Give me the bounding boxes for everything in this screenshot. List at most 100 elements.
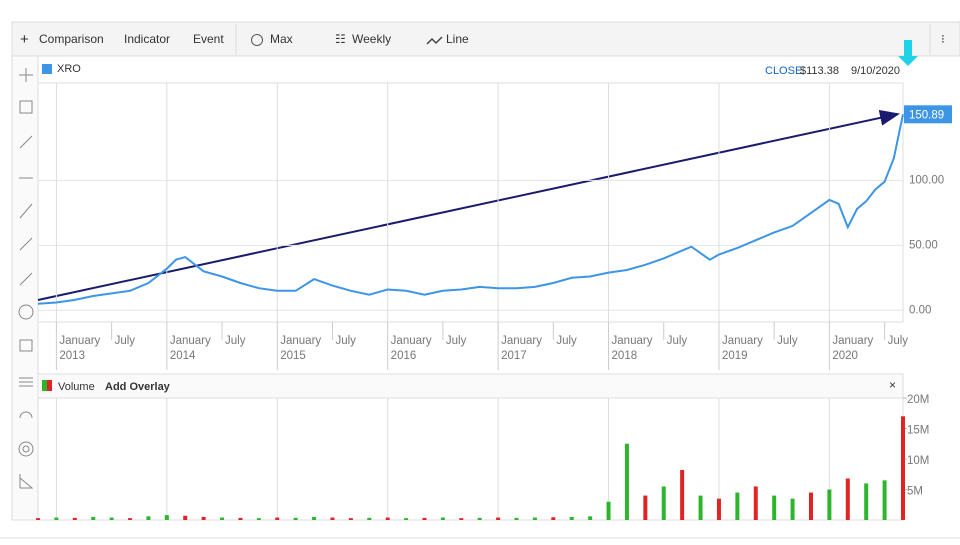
volume-bar [643,495,648,520]
x-tick-label: July [225,335,246,347]
legend-label: XRO [57,63,81,75]
volume-bar [735,492,740,520]
volume-bar [220,517,225,520]
x-tick-label: July [446,335,467,347]
x-tick-label: January 2014 [170,335,211,362]
toolbar-button[interactable]: Event [193,32,224,46]
last-value-box [904,105,952,124]
close-value: $113.38 [800,65,839,77]
tool-column [11,55,39,521]
x-tick-label: July [115,335,136,347]
volume-bar [624,443,629,520]
volume-bar [72,517,77,520]
price-plot [37,82,904,323]
volume-bar [183,515,188,520]
y-tick-label: 20M [907,394,929,406]
volume-bar [367,517,372,520]
x-tick-label-part: 2018 [612,350,638,362]
y-tick-label: 0.00 [909,304,931,316]
x-tick-label-part: January [832,335,873,347]
volume-bar [551,517,556,520]
x-tick-label-part: 2019 [722,350,748,362]
volume-bar [312,516,317,520]
volume-bar [91,516,96,520]
x-tick-label-part: January [612,335,653,347]
volume-bar [477,517,482,520]
volume-bar [514,517,519,520]
volume-bar [146,516,151,520]
volume-bar [164,515,169,520]
close-button[interactable]: × [889,378,896,392]
close-label: CLOSE [765,65,802,77]
volume-bar [238,517,243,520]
volume-bar [496,517,501,520]
volume-bar [422,517,427,520]
x-tick-label-part: 2015 [280,350,306,362]
drawing-tools [18,68,34,489]
legend-swatch [42,64,52,74]
x-tick-label: July [888,335,909,347]
volume-header [37,373,904,399]
volume-bar [661,486,666,520]
volume-bar [864,483,869,520]
volume-bar [532,517,537,520]
y-tick-label: 100.00 [909,174,944,186]
x-tick-label: January 2019 [722,335,763,362]
toolbar-button[interactable]: Indicator [124,32,170,46]
x-tick-label-part: January [391,335,432,347]
add-overlay[interactable]: Add Overlay [105,381,171,393]
x-tick-label-part: January [280,335,321,347]
y-tick-label: 50.00 [909,239,938,251]
volume-bar [36,518,40,520]
trend-arrow [37,109,900,301]
x-tick-label: July [556,335,577,347]
menu-icon[interactable]: ⁝ [941,32,945,46]
x-tick-label-part: 2016 [391,350,417,362]
volume-bar [440,517,445,520]
x-tick-label-part: January [59,335,100,347]
volume-bar [808,492,813,520]
volume-bar [109,517,114,520]
legend-swatch [42,380,47,391]
toolbar-button[interactable]: Line [446,32,469,46]
volume-bar [790,498,795,520]
volume-bar [256,518,261,520]
last-value-label: 150.89 [909,109,944,121]
volume-title: Volume [58,381,95,393]
x-tick-label-part: January [501,335,542,347]
x-tick-label: January 2017 [501,335,542,362]
volume-bar [901,416,905,520]
toolbar-button[interactable]: Weekly [352,32,391,46]
price-line [37,114,904,305]
x-tick-label: July [777,335,798,347]
volume-bar [680,469,685,520]
x-tick-label-part: 2013 [59,350,85,362]
volume-bar [348,518,353,520]
volume-bar [128,518,133,520]
volume-bar [330,517,335,520]
x-tick-label: January 2015 [280,335,321,362]
volume-bar [54,517,59,520]
y-tick-label: 15M [907,425,929,437]
legend-swatch [47,380,52,391]
toolbar-button[interactable]: Comparison [39,32,104,46]
x-tick-label-part: 2014 [170,350,196,362]
volume-bar [845,478,850,520]
x-tick-label-part: January [722,335,763,347]
x-tick-label: January 2020 [832,335,873,362]
volume-bar [827,489,832,520]
close-date: 9/10/2020 [851,65,900,77]
x-tick-label-part: 2017 [501,350,527,362]
clock-icon [251,34,263,46]
x-tick-label: January 2018 [612,335,653,362]
x-tick-label: July [667,335,688,347]
volume-bar [882,480,887,520]
volume-bar [385,517,390,520]
volume-bar [698,495,703,520]
volume-bar [753,486,758,520]
volume-bar [201,516,206,520]
toolbar-button[interactable]: Max [270,32,293,46]
volume-bar [275,517,280,520]
y-tick-label: 5M [907,486,923,498]
